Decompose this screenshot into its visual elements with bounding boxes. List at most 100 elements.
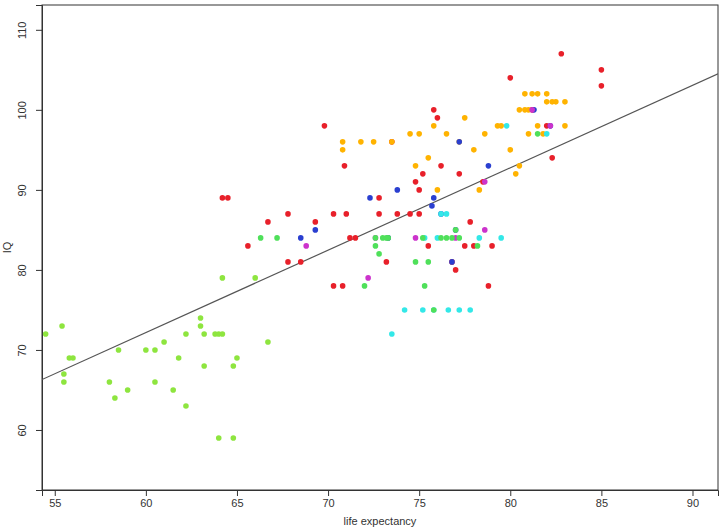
point (599, 67, 605, 73)
x-tick-mark (692, 490, 693, 496)
trend-line (42, 74, 718, 380)
point (385, 235, 391, 241)
point (482, 227, 488, 233)
point (413, 259, 419, 265)
plot: 556065707580859060708090100110 (16, 5, 719, 509)
point (453, 227, 459, 233)
y-tick: 90 (16, 184, 42, 196)
point (245, 243, 251, 249)
point (365, 275, 371, 281)
point (438, 163, 444, 169)
point (456, 139, 462, 145)
point-series (303, 107, 553, 281)
point (265, 339, 271, 345)
point-series (389, 123, 549, 337)
point-series (43, 275, 271, 441)
point-series (258, 131, 541, 313)
point (444, 235, 450, 241)
point (558, 51, 564, 57)
point (548, 123, 554, 129)
point (112, 395, 118, 401)
point (340, 139, 346, 145)
point (526, 131, 532, 137)
point (449, 259, 455, 265)
point (347, 235, 353, 241)
point (425, 243, 431, 249)
point (549, 155, 555, 161)
point (152, 379, 158, 385)
point (70, 355, 76, 361)
y-tick: 80 (16, 264, 42, 276)
x-tick: 65 (231, 490, 243, 509)
x-tick-label: 65 (231, 497, 243, 509)
y-tick-label: 80 (16, 264, 28, 276)
x-tick: 90 (687, 490, 699, 509)
chart: 556065707580859060708090100110life expec… (0, 0, 727, 529)
point (429, 203, 435, 209)
x-tick-label: 55 (49, 497, 61, 509)
point (431, 307, 437, 313)
y-tick-mark (36, 110, 42, 111)
point (498, 235, 504, 241)
point (562, 99, 568, 105)
point (252, 275, 258, 281)
point (201, 331, 207, 337)
point (231, 363, 237, 369)
y-tick-label: 70 (16, 344, 28, 356)
point (220, 275, 226, 281)
point (435, 187, 441, 193)
point (453, 227, 459, 233)
point-series (298, 107, 553, 265)
point (343, 211, 349, 217)
point (331, 211, 337, 217)
point (548, 123, 554, 129)
x-tick: 80 (505, 490, 517, 509)
point (285, 211, 291, 217)
point (116, 347, 122, 353)
point (362, 283, 368, 289)
point (376, 251, 382, 257)
point (298, 259, 304, 265)
point (389, 331, 395, 337)
point (353, 235, 359, 241)
point (431, 307, 437, 313)
point (420, 307, 426, 313)
point (61, 371, 67, 377)
point (358, 139, 364, 145)
point (340, 283, 346, 289)
point (201, 363, 207, 369)
point (322, 123, 328, 129)
point (265, 219, 271, 225)
point (216, 435, 222, 441)
point (444, 211, 450, 217)
point-series (220, 51, 605, 289)
point (176, 355, 182, 361)
point (413, 163, 419, 169)
point (59, 323, 65, 329)
point (438, 211, 444, 217)
point (477, 235, 483, 241)
point (373, 235, 379, 241)
point (477, 187, 483, 193)
point-series (340, 91, 568, 193)
point (498, 123, 504, 129)
point (544, 91, 550, 97)
point (475, 243, 481, 249)
point (342, 163, 348, 169)
point (61, 379, 67, 385)
point (183, 403, 189, 409)
point (285, 259, 291, 265)
x-tick: 55 (49, 490, 61, 509)
point (425, 155, 431, 161)
point (125, 387, 131, 393)
point (198, 323, 204, 329)
y-tick: 60 (16, 424, 42, 436)
x-tick-mark (146, 490, 147, 496)
point (467, 219, 473, 225)
y-tick: 110 (16, 22, 42, 40)
x-tick-label: 85 (596, 497, 608, 509)
point (507, 147, 513, 153)
y-tick-mark (36, 190, 42, 191)
plot-frame (42, 5, 718, 490)
point (373, 243, 379, 249)
